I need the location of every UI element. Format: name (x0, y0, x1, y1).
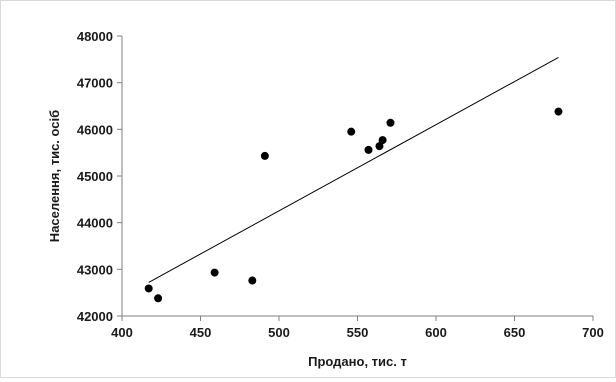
x-tick-label: 550 (347, 325, 369, 340)
y-tick-label: 46000 (77, 122, 113, 137)
y-tick-label: 45000 (77, 169, 113, 184)
y-tick-label: 42000 (77, 309, 113, 324)
data-point (378, 136, 387, 145)
data-point (554, 107, 563, 116)
y-tick-label: 48000 (77, 29, 113, 44)
axes (121, 36, 593, 317)
data-point (154, 294, 163, 303)
y-tick-label: 43000 (77, 262, 113, 277)
data-point (364, 145, 373, 154)
x-axis-ticks: 400 450 500 550 600 650 700 (111, 316, 604, 340)
data-point (144, 284, 153, 293)
x-tick-label: 700 (582, 325, 604, 340)
data-point (386, 118, 395, 127)
y-tick-label: 44000 (77, 216, 113, 231)
y-axis-ticks: 42000 43000 44000 45000 46000 47000 48000 (77, 29, 122, 324)
y-axis-title: Населення, тис. осіб (47, 110, 62, 242)
x-tick-label: 650 (504, 325, 526, 340)
x-tick-label: 600 (425, 325, 447, 340)
data-points (144, 107, 563, 303)
y-tick-label: 47000 (77, 76, 113, 91)
x-tick-label: 450 (190, 325, 212, 340)
data-point (210, 268, 219, 277)
data-point (248, 276, 257, 285)
x-tick-label: 400 (111, 325, 133, 340)
data-point (347, 127, 356, 136)
trendline (148, 57, 559, 283)
x-tick-label: 500 (268, 325, 290, 340)
x-axis-title: Продано, тис. т (308, 354, 407, 369)
data-point (260, 151, 269, 160)
data-point (375, 142, 384, 151)
